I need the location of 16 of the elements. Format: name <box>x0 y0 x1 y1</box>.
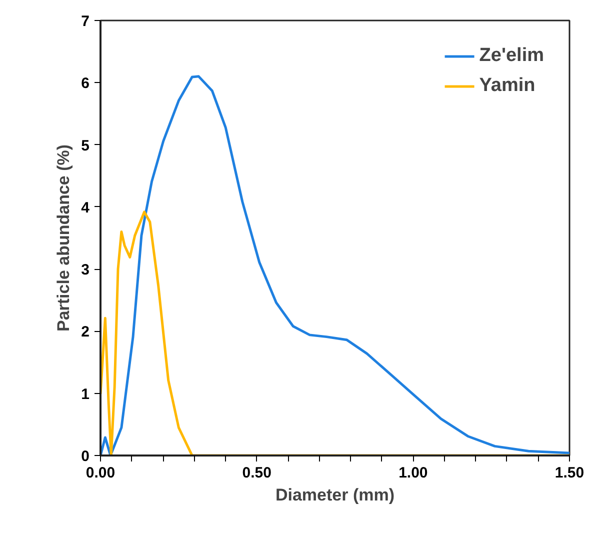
legend-label: Yamin <box>479 75 536 97</box>
y-tick-label: 4 <box>81 199 90 216</box>
x-tick-label: 1.00 <box>398 464 428 482</box>
legend-label: Ze'elim <box>479 45 544 67</box>
x-tick-label: 1.50 <box>554 464 584 482</box>
y-tick-label: 0 <box>81 448 90 465</box>
y-tick-label: 5 <box>81 137 90 154</box>
y-axis-title: Particle abundance (%) <box>54 144 74 332</box>
x-tick-label: 0.50 <box>242 464 272 482</box>
x-axis-title: Diameter (mm) <box>275 486 395 504</box>
y-tick-label: 6 <box>81 75 90 92</box>
y-tick-label: 1 <box>81 386 90 403</box>
y-tick-label: 2 <box>81 324 90 341</box>
x-tick-label: 0.00 <box>86 464 116 482</box>
y-tick-label: 3 <box>81 262 90 279</box>
y-tick-label: 7 <box>81 13 90 30</box>
